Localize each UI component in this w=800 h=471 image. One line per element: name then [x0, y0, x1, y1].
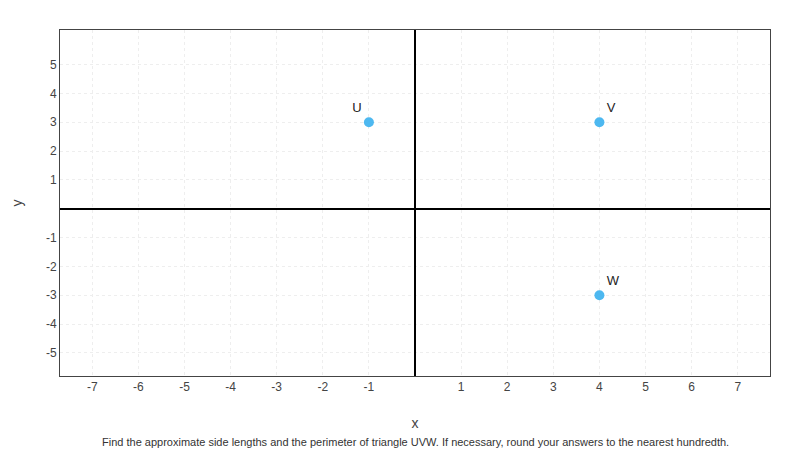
svg-text:-7: -7 [87, 380, 98, 394]
svg-text:x: x [412, 415, 419, 431]
svg-text:2: 2 [50, 144, 57, 158]
svg-text:V: V [607, 100, 616, 115]
svg-text:1: 1 [50, 173, 57, 187]
svg-text:7: 7 [734, 380, 741, 394]
svg-text:4: 4 [50, 87, 57, 101]
svg-text:-6: -6 [133, 380, 144, 394]
svg-text:2: 2 [504, 380, 511, 394]
svg-text:Find the approximate side leng: Find the approximate side lengths and th… [102, 436, 729, 448]
svg-text:-1: -1 [364, 380, 375, 394]
svg-text:-5: -5 [46, 346, 57, 360]
svg-text:W: W [607, 273, 620, 288]
svg-text:1: 1 [458, 380, 465, 394]
svg-text:5: 5 [642, 380, 649, 394]
svg-text:-4: -4 [225, 380, 236, 394]
svg-text:y: y [9, 200, 25, 207]
svg-text:3: 3 [50, 115, 57, 129]
svg-text:-2: -2 [46, 260, 57, 274]
svg-text:6: 6 [688, 380, 695, 394]
svg-text:-2: -2 [317, 380, 328, 394]
svg-text:4: 4 [596, 380, 603, 394]
svg-text:-3: -3 [271, 380, 282, 394]
svg-text:3: 3 [550, 380, 557, 394]
svg-text:5: 5 [50, 58, 57, 72]
svg-text:-3: -3 [46, 288, 57, 302]
svg-text:-4: -4 [46, 317, 57, 331]
svg-text:U: U [352, 100, 361, 115]
svg-text:-1: -1 [46, 231, 57, 245]
svg-text:-5: -5 [179, 380, 190, 394]
